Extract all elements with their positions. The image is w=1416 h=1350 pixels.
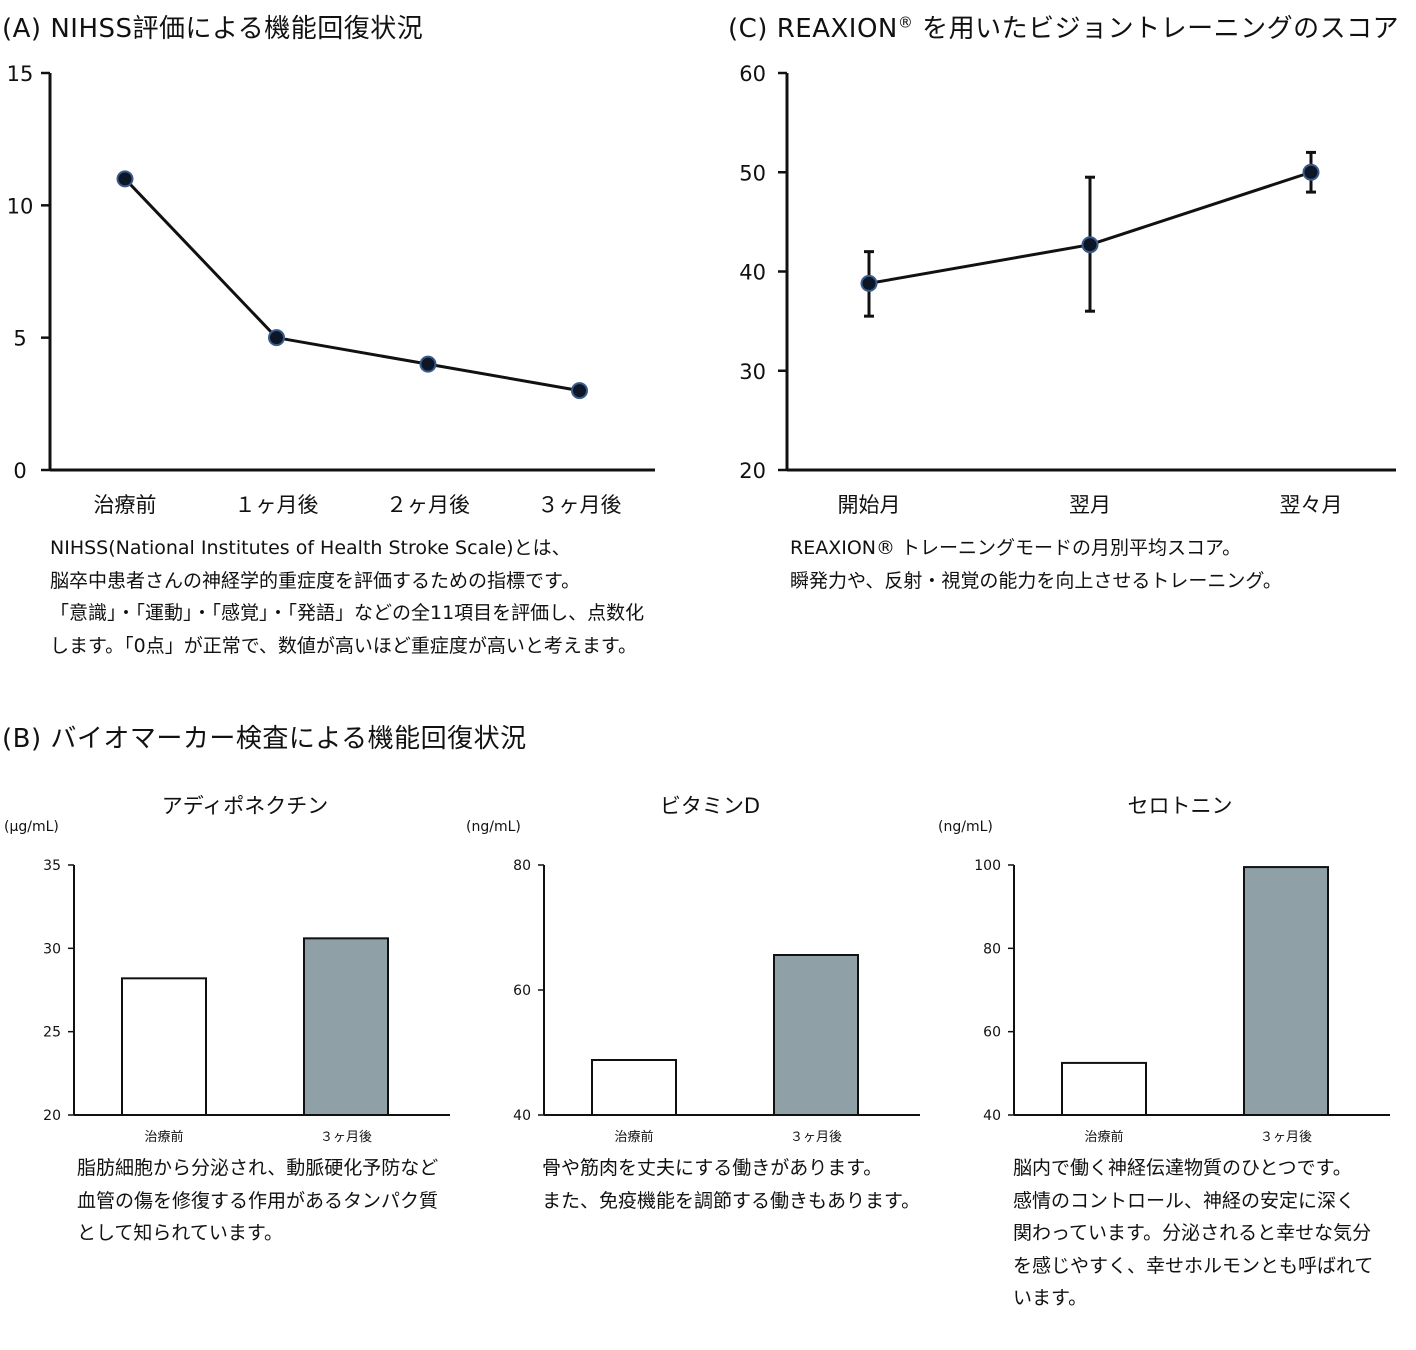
x-tick-label: 翌々月 (1280, 493, 1343, 517)
y-tick-label: 80 (983, 941, 1001, 957)
y-tick-label: 10 (7, 194, 34, 218)
y-tick-label: 25 (43, 1025, 61, 1041)
serotonin-desc-line: を感じやすく、幸せホルモンとも呼ばれて (1013, 1254, 1374, 1277)
y-tick-label: 30 (43, 941, 61, 957)
section-a-description: NIHSS(National Institutes of Health Stro… (50, 532, 644, 662)
x-tick-label: 治療前 (144, 1129, 183, 1145)
adiponectin-unit: (μg/mL) (4, 819, 59, 835)
y-tick-label: 0 (13, 459, 26, 483)
vitamin-d-description: 骨や筋肉を丈夫にする働きがあります。 また、免疫機能を調節する働きもあります。 (542, 1152, 920, 1217)
vitamin-d-desc-line: また、免疫機能を調節する働きもあります。 (542, 1189, 921, 1212)
section-c-title: (C) REAXION® を用いたビジョントレーニングのスコア (728, 8, 1399, 45)
y-tick-label: 30 (739, 360, 766, 384)
serotonin-desc-line: 感情のコントロール、神経の安定に深く (1013, 1189, 1356, 1212)
vitamin-d-desc-line: 骨や筋肉を丈夫にする働きがあります。 (542, 1157, 883, 1179)
data-point (1081, 236, 1099, 254)
bar (121, 977, 207, 1116)
section-c-desc-line: REAXION® トレーニングモードの月別平均スコア。 (790, 537, 1242, 559)
vitamin-d-chart: 40 60 80 治療前 ３ヶ月後 (513, 858, 920, 1145)
data-point (116, 170, 134, 188)
section-c-title-main: (C) REAXION (728, 14, 898, 44)
y-tick-label: 60 (983, 1025, 1001, 1041)
x-tick-label: 開始月 (838, 493, 901, 517)
serotonin-chart: 40 60 80 100 治療前 ３ヶ月後 (974, 858, 1390, 1145)
serotonin-desc-line: います。 (1013, 1287, 1088, 1309)
x-tick-label: 治療前 (614, 1129, 653, 1145)
adiponectin-description: 脂肪細胞から分泌され、動脈硬化予防など 血管の傷を修復する作用があるタンパク質 … (77, 1152, 438, 1250)
x-tick-label: ３ヶ月後 (320, 1130, 372, 1145)
series-line (123, 177, 580, 393)
reaxion-chart: 20 30 40 50 60 開始月 翌月 翌々月 (739, 62, 1396, 517)
section-c-title-rest: を用いたビジョントレーニングのスコア (913, 14, 1400, 44)
y-tick-label: 40 (983, 1108, 1001, 1124)
x-tick-label: 治療前 (1084, 1129, 1123, 1145)
data-point (419, 355, 437, 373)
section-c-desc-line: 瞬発力や、反射・視覚の能力を向上させるトレーニング。 (790, 569, 1282, 592)
y-tick-label: 5 (13, 327, 26, 351)
registered-mark: ® (897, 13, 914, 32)
serotonin-desc-line: 脳内で働く神経伝達物質のひとつです。 (1013, 1157, 1352, 1179)
serotonin-desc-line: 関わっています。分泌されると幸せな気分 (1013, 1222, 1372, 1244)
x-tick-label: ３ヶ月後 (790, 1130, 842, 1145)
section-c-description: REAXION® トレーニングモードの月別平均スコア。 瞬発力や、反射・視覚の能… (790, 532, 1282, 597)
adiponectin-title: アディポネクチン (161, 794, 329, 818)
x-tick-label: １ヶ月後 (235, 493, 319, 517)
y-tick-label: 50 (739, 161, 766, 185)
data-point (860, 274, 878, 292)
section-a-desc-line: します。「0点」が正常で、数値が高いほど重症度が高いと考えます。 (50, 634, 638, 657)
x-tick-label: ３ヶ月後 (538, 493, 622, 517)
nihss-chart: 0 5 10 15 治療前 １ヶ月後 ２ヶ月後 ３ヶ月後 (7, 62, 655, 517)
y-tick-label: 80 (513, 858, 531, 874)
y-tick-label: 60 (513, 983, 531, 999)
x-tick-label: ３ヶ月後 (1260, 1130, 1312, 1145)
y-tick-label: 15 (7, 62, 34, 86)
bar (303, 937, 389, 1117)
serotonin-description: 脳内で働く神経伝達物質のひとつです。 感情のコントロール、神経の安定に深く 関わ… (1013, 1152, 1373, 1315)
serotonin-unit: (ng/mL) (938, 819, 993, 835)
serotonin-title: セロトニン (1127, 794, 1233, 818)
y-tick-label: 40 (739, 261, 766, 285)
section-a-desc-line: 「意識」・「運動」・「感覚」・「発語」などの全11項目を評価し、点数化 (50, 602, 645, 624)
bar (591, 1059, 677, 1116)
data-point (1302, 163, 1320, 181)
x-tick-label: 治療前 (94, 493, 157, 517)
y-tick-label: 40 (513, 1108, 531, 1124)
y-tick-label: 20 (43, 1108, 61, 1124)
adiponectin-desc-line: 血管の傷を修復する作用があるタンパク質 (77, 1189, 439, 1212)
y-tick-label: 35 (43, 858, 61, 874)
section-a-title: (A) NIHSS評価による機能回復状況 (2, 14, 424, 44)
bar (1061, 1061, 1147, 1117)
data-point (571, 382, 588, 400)
adiponectin-desc-line: 脂肪細胞から分泌され、動脈硬化予防など (77, 1157, 439, 1179)
y-tick-label: 100 (974, 858, 1001, 874)
section-b-title: (B) バイオマーカー検査による機能回復状況 (2, 724, 527, 754)
vitamin-d-unit: (ng/mL) (466, 819, 521, 835)
vitamin-d-title: ビタミンD (659, 794, 761, 818)
bar (773, 954, 859, 1116)
x-tick-label: 翌月 (1069, 493, 1111, 517)
adiponectin-desc-line: として知られています。 (77, 1222, 283, 1244)
data-point (268, 329, 285, 347)
x-tick-label: ２ヶ月後 (386, 493, 470, 517)
bar (1243, 866, 1329, 1117)
y-tick-label: 60 (739, 62, 766, 86)
section-a-desc-line: NIHSS(National Institutes of Health Stro… (50, 537, 571, 559)
y-tick-label: 20 (739, 459, 766, 483)
adiponectin-chart: 20 25 30 35 治療前 ３ヶ月後 (43, 858, 450, 1145)
section-a-desc-line: 脳卒中患者さんの神経学的重症度を評価するための指標です。 (50, 569, 581, 592)
